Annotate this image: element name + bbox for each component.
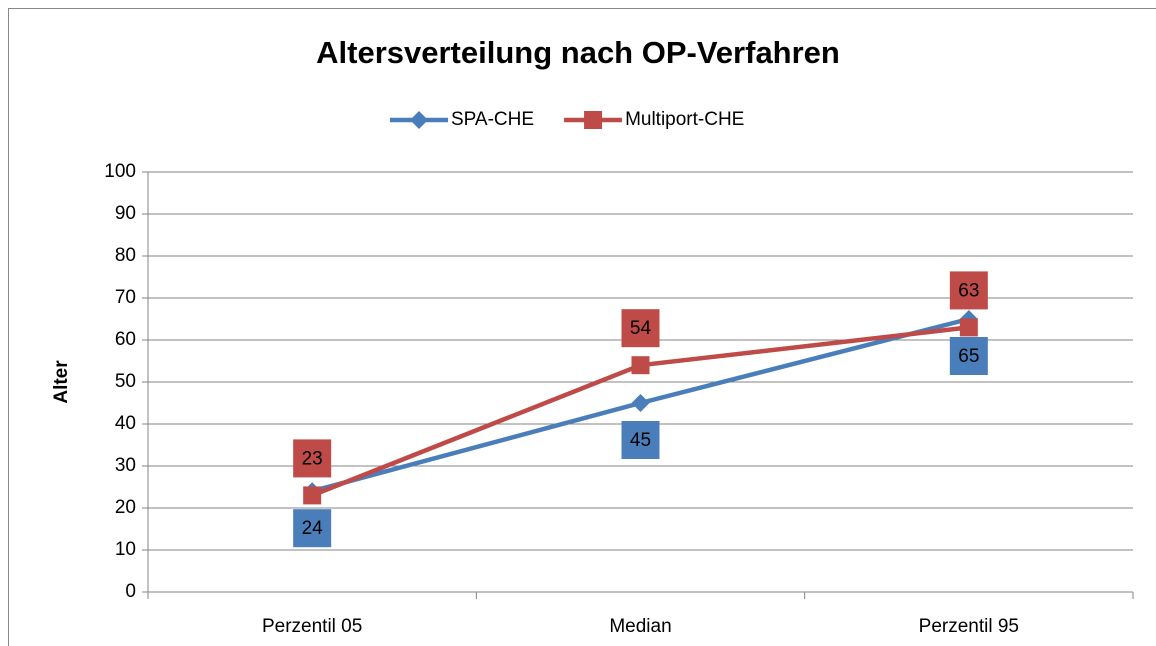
chart-title: Altersverteilung nach OP-Verfahren: [316, 35, 840, 70]
data-label-box: [949, 271, 988, 310]
data-label: 24: [302, 518, 324, 539]
y-tick-label: 100: [104, 161, 136, 182]
x-tick-label: Perzentil 05: [262, 616, 362, 637]
y-tick-label: 80: [115, 245, 136, 266]
legend-label: SPA-CHE: [451, 109, 534, 130]
y-tick-label: 10: [115, 539, 136, 560]
marker: [959, 318, 978, 337]
y-tick-label: 40: [115, 413, 136, 434]
data-label: 23: [302, 448, 323, 469]
data-label-box: [621, 309, 660, 348]
legend-label: Multiport-CHE: [625, 109, 744, 130]
data-label: 54: [630, 318, 652, 339]
data-label: 63: [958, 280, 979, 301]
chart-border: [8, 8, 1156, 646]
marker: [584, 111, 603, 129]
y-tick-label: 20: [115, 497, 136, 518]
data-label-box: [949, 337, 988, 375]
y-tick-label: 0: [125, 581, 136, 602]
y-axis-title: Alter: [51, 360, 72, 404]
marker: [303, 486, 322, 505]
data-label-box: [293, 509, 332, 548]
y-tick-label: 60: [115, 329, 136, 350]
x-tick-label: Perzentil 95: [919, 616, 1019, 637]
marker: [631, 356, 650, 375]
y-tick-label: 90: [115, 203, 136, 224]
y-tick-label: 30: [115, 455, 136, 476]
marker: [631, 394, 650, 412]
data-label: 45: [630, 430, 651, 451]
data-label-box: [293, 439, 332, 478]
data-label-box: [621, 421, 660, 459]
data-label: 65: [958, 346, 979, 367]
x-tick-label: Median: [609, 616, 671, 637]
y-tick-label: 50: [115, 371, 136, 392]
marker: [410, 111, 428, 129]
y-tick-label: 70: [115, 287, 136, 308]
